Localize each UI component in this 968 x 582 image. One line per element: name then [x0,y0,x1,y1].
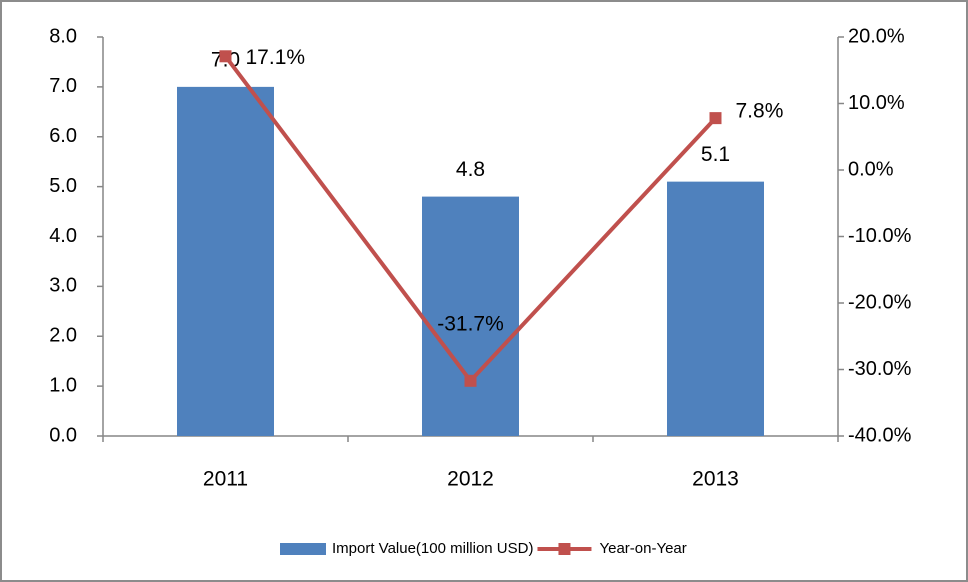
y-tick-label: 5.0 [49,175,77,197]
y-tick-label: 7.0 [49,75,77,97]
data-label: 7.8% [736,100,784,123]
x-tick-label: 2013 [692,468,739,491]
y2-tick-label: 0.0% [848,158,894,180]
y2-tick-label: -40.0% [848,424,912,446]
x-tick-label: 2011 [203,468,248,491]
y2-tick-label: 10.0% [848,92,905,114]
data-label: -31.7% [437,312,504,335]
y-tick-label: 2.0 [49,325,77,347]
legend-label: Import Value(100 million USD) [332,540,533,557]
y2-tick-label: 20.0% [848,25,905,47]
y2-tick-label: -20.0% [848,291,912,313]
line-marker [709,112,722,125]
y-tick-label: 8.0 [49,25,77,47]
bar [422,196,519,436]
x-tick-label: 2012 [447,468,494,491]
y-tick-label: 3.0 [49,275,77,297]
y-tick-label: 6.0 [49,125,77,147]
line-marker [464,374,477,387]
y2-tick-label: -10.0% [848,225,912,247]
data-label: 5.1 [701,143,730,166]
y-tick-label: 0.0 [49,424,77,446]
legend-swatch [280,543,326,555]
bar [177,86,274,436]
legend-label: Year-on-Year [599,540,686,557]
y2-tick-label: -30.0% [848,358,912,380]
line-marker [219,50,232,63]
bar [667,181,764,436]
data-label: 17.1% [246,46,306,69]
legend-marker [558,543,571,555]
data-label: 4.8 [456,158,485,181]
y-tick-label: 4.0 [49,225,77,247]
y-tick-label: 1.0 [49,374,77,396]
